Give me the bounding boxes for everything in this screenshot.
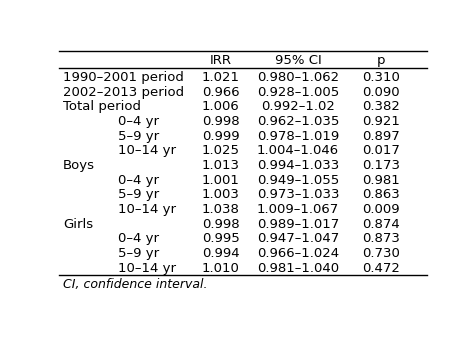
Text: 1.038: 1.038: [202, 203, 240, 216]
Text: Total period: Total period: [63, 100, 141, 113]
Text: 0.949–1.055: 0.949–1.055: [257, 174, 339, 187]
Text: 0.966: 0.966: [202, 86, 240, 99]
Text: 0–4 yr: 0–4 yr: [118, 232, 159, 245]
Text: 0.981–1.040: 0.981–1.040: [257, 262, 339, 275]
Text: 0.992–1.02: 0.992–1.02: [261, 100, 335, 113]
Text: CI, confidence interval.: CI, confidence interval.: [63, 279, 208, 291]
Text: p: p: [376, 54, 385, 67]
Text: 5–9 yr: 5–9 yr: [118, 188, 159, 201]
Text: 0.998: 0.998: [202, 218, 240, 231]
Text: 95% CI: 95% CI: [274, 54, 321, 67]
Text: 1.010: 1.010: [202, 262, 240, 275]
Text: 1.006: 1.006: [202, 100, 240, 113]
Text: 0.874: 0.874: [362, 218, 400, 231]
Text: 10–14 yr: 10–14 yr: [118, 203, 176, 216]
Text: 0.999: 0.999: [202, 130, 240, 143]
Text: 1.021: 1.021: [202, 71, 240, 84]
Text: 0.980–1.062: 0.980–1.062: [257, 71, 339, 84]
Text: 0.009: 0.009: [362, 203, 400, 216]
Text: IRR: IRR: [210, 54, 232, 67]
Text: 1.009–1.067: 1.009–1.067: [257, 203, 339, 216]
Text: 0.382: 0.382: [362, 100, 400, 113]
Text: 0.947–1.047: 0.947–1.047: [257, 232, 339, 245]
Text: 1.001: 1.001: [202, 174, 240, 187]
Text: 0.994: 0.994: [202, 247, 240, 260]
Text: 1.025: 1.025: [202, 144, 240, 158]
Text: 0.978–1.019: 0.978–1.019: [257, 130, 339, 143]
Text: 5–9 yr: 5–9 yr: [118, 247, 159, 260]
Text: 1.003: 1.003: [202, 188, 240, 201]
Text: 2002–2013 period: 2002–2013 period: [63, 86, 184, 99]
Text: 0–4 yr: 0–4 yr: [118, 174, 159, 187]
Text: 0.897: 0.897: [362, 130, 400, 143]
Text: 10–14 yr: 10–14 yr: [118, 262, 176, 275]
Text: 10–14 yr: 10–14 yr: [118, 144, 176, 158]
Text: 0.966–1.024: 0.966–1.024: [257, 247, 339, 260]
Text: 0.998: 0.998: [202, 115, 240, 128]
Text: 1.013: 1.013: [202, 159, 240, 172]
Text: 0.090: 0.090: [362, 86, 400, 99]
Text: Girls: Girls: [63, 218, 93, 231]
Text: 0.017: 0.017: [362, 144, 400, 158]
Text: 0.994–1.033: 0.994–1.033: [257, 159, 339, 172]
Text: 0.973–1.033: 0.973–1.033: [257, 188, 339, 201]
Text: 0.310: 0.310: [362, 71, 400, 84]
Text: 0.981: 0.981: [362, 174, 400, 187]
Text: 5–9 yr: 5–9 yr: [118, 130, 159, 143]
Text: 0.962–1.035: 0.962–1.035: [257, 115, 339, 128]
Text: 0.989–1.017: 0.989–1.017: [257, 218, 339, 231]
Text: 0.730: 0.730: [362, 247, 400, 260]
Text: 0.995: 0.995: [202, 232, 240, 245]
Text: 0–4 yr: 0–4 yr: [118, 115, 159, 128]
Text: 0.863: 0.863: [362, 188, 400, 201]
Text: 1.004–1.046: 1.004–1.046: [257, 144, 339, 158]
Text: 1990–2001 period: 1990–2001 period: [63, 71, 184, 84]
Text: 0.921: 0.921: [362, 115, 400, 128]
Text: 0.928–1.005: 0.928–1.005: [257, 86, 339, 99]
Text: 0.873: 0.873: [362, 232, 400, 245]
Text: Boys: Boys: [63, 159, 95, 172]
Text: 0.472: 0.472: [362, 262, 400, 275]
Text: 0.173: 0.173: [362, 159, 400, 172]
